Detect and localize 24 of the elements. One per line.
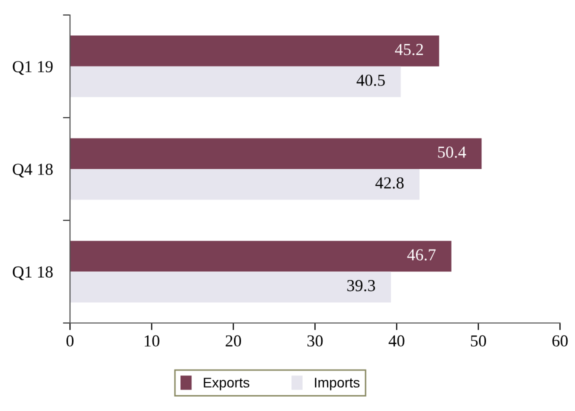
- bar: [70, 169, 420, 200]
- bar: [70, 138, 482, 169]
- data-label: 42.8: [375, 177, 404, 189]
- y-tick-label: Q1 19: [12, 61, 53, 75]
- x-tick-label: 20: [226, 335, 242, 347]
- bar: [70, 272, 391, 302]
- data-label: 46.7: [407, 249, 436, 261]
- x-tick-label: 50: [470, 335, 486, 347]
- data-label: 45.2: [395, 44, 423, 56]
- legend-label: Imports: [314, 378, 360, 390]
- data-label: 39.3: [347, 280, 376, 292]
- x-tick-label: 30: [307, 335, 323, 347]
- data-label: 50.4: [438, 146, 466, 158]
- bar: [70, 66, 401, 98]
- y-tick-label: Q1 18: [12, 266, 53, 280]
- legend-label: Exports: [204, 378, 250, 390]
- x-tick-label: 40: [388, 335, 404, 347]
- data-label: 40.5: [356, 74, 385, 86]
- y-tick-label: Q4 18: [12, 164, 53, 178]
- x-tick-label: 10: [144, 335, 160, 347]
- x-tick-label: 60: [552, 335, 568, 347]
- bar: [70, 240, 452, 272]
- x-tick-label: 0: [66, 335, 74, 347]
- bar: [70, 36, 440, 66]
